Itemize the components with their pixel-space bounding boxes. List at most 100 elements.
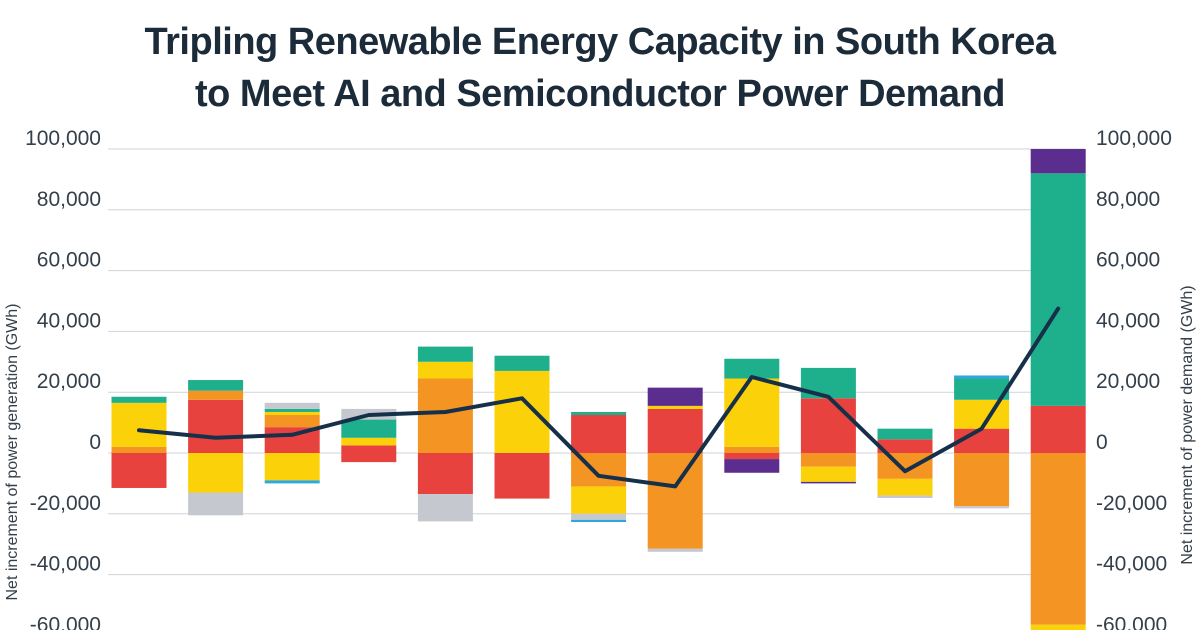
bar-segment: [647, 387, 703, 406]
right-tick-label: 40,000: [1096, 309, 1160, 332]
bar-segment: [954, 453, 1010, 507]
right-tick-label: -40,000: [1096, 553, 1167, 576]
bar-segment: [571, 415, 627, 453]
bar-segment: [724, 446, 780, 453]
bar-segment: [341, 453, 397, 463]
title-line-1: Tripling Renewable Energy Capacity in So…: [144, 21, 1056, 63]
bar-stack: [188, 380, 244, 516]
bar-segment: [264, 411, 320, 415]
bar-segment: [341, 437, 397, 446]
bar-stack: [647, 387, 703, 552]
bar-segment: [877, 478, 933, 496]
left-tick-label: 60,000: [37, 249, 101, 272]
bar-segment: [494, 355, 550, 371]
title-line-2: to Meet AI and Semiconductor Power Deman…: [195, 73, 1006, 115]
right-tick-label: 80,000: [1096, 188, 1160, 211]
bar-segment: [264, 480, 320, 484]
bar-segment: [111, 446, 167, 453]
bar-segment: [954, 378, 1010, 400]
left-tick-label: 40,000: [37, 309, 101, 332]
right-tick-label: 0: [1096, 431, 1108, 454]
bar-segment: [264, 453, 320, 481]
bar-segment: [111, 453, 167, 488]
bar-stack: [111, 396, 167, 488]
right-tick-label: -20,000: [1096, 492, 1167, 515]
bar-segment: [494, 453, 550, 499]
bar-segment: [800, 398, 856, 453]
bar-segment: [877, 453, 933, 479]
bar-stack: [1030, 149, 1086, 630]
bar-segment: [188, 453, 244, 493]
right-y-axis: 100,000 80,000 60,000 40,000 20,000 0 -20,000 -…: [1096, 127, 1172, 630]
bar-segment: [647, 408, 703, 453]
bar-segment: [724, 459, 780, 473]
bar-segment: [417, 361, 473, 379]
bar-segment: [571, 486, 627, 514]
bar-stack: [494, 355, 550, 499]
bar-segment: [188, 399, 244, 453]
bar-segment: [800, 466, 856, 482]
bar-stack: [724, 358, 780, 473]
bar-segment: [417, 494, 473, 522]
left-tick-label: 0: [89, 431, 101, 454]
left-tick-label: -20,000: [30, 492, 101, 515]
right-tick-label: -60,000: [1096, 613, 1167, 630]
right-axis-title: Net increment of power demand (GWh): [1179, 285, 1196, 564]
bar-segment: [877, 495, 933, 498]
left-tick-label: 80,000: [37, 188, 101, 211]
bar-segment: [417, 453, 473, 495]
bar-segment: [571, 513, 627, 520]
bar-segment: [341, 445, 397, 453]
bar-segment: [954, 375, 1010, 379]
bar-segment: [188, 380, 244, 391]
bar-segment: [877, 428, 933, 440]
bar-stack: [264, 402, 320, 484]
bar-stack: [417, 346, 473, 522]
demand-line: [137, 306, 1061, 489]
right-tick-label: 100,000: [1096, 127, 1172, 150]
left-y-axis: 100,000 80,000 60,000 40,000 20,000 0 -20,000 -…: [25, 127, 101, 630]
bar-segment: [800, 453, 856, 467]
left-axis-title: Net increment of power generation (GWh): [4, 303, 21, 600]
bar-segment: [1030, 624, 1086, 630]
bar-segment: [341, 419, 397, 438]
bar-segment: [724, 358, 780, 379]
bar-segment: [954, 506, 1010, 509]
left-tick-label: -40,000: [30, 553, 101, 576]
bar-segment: [188, 390, 244, 400]
bar-segment: [647, 453, 703, 549]
chart-title: Tripling Renewable Energy Capacity in So…: [0, 16, 1200, 120]
bar-stack: [877, 428, 933, 498]
left-tick-label: 100,000: [25, 127, 101, 150]
right-tick-label: 20,000: [1096, 370, 1160, 393]
bar-segment: [877, 439, 933, 453]
bar-segment: [264, 415, 320, 428]
bar-segment: [724, 378, 780, 447]
bar-segment: [494, 370, 550, 453]
bar-segment: [571, 411, 627, 415]
bar-segment: [1030, 453, 1086, 625]
bar-segment: [417, 346, 473, 362]
left-tick-label: 20,000: [37, 370, 101, 393]
bar-segment: [111, 402, 167, 447]
bar-segment: [188, 492, 244, 516]
left-tick-label: -60,000: [30, 613, 101, 630]
bar-segment: [647, 548, 703, 552]
bar-segment: [1030, 173, 1086, 406]
right-tick-label: 60,000: [1096, 249, 1160, 272]
bar-segment: [1030, 149, 1086, 174]
bar-segment: [1030, 405, 1086, 453]
bar-stack: [800, 367, 856, 484]
bar-segment: [647, 405, 703, 409]
bar-segment: [264, 408, 320, 412]
bar-segment: [264, 402, 320, 409]
bar-segment: [800, 481, 856, 484]
bar-segment: [111, 396, 167, 403]
bar-segment: [417, 378, 473, 453]
stacked-bars: [111, 149, 1086, 630]
bar-segment: [571, 519, 627, 523]
bar-stack: [571, 411, 627, 523]
bar-segment: [954, 399, 1010, 429]
bar-segment: [724, 453, 780, 460]
